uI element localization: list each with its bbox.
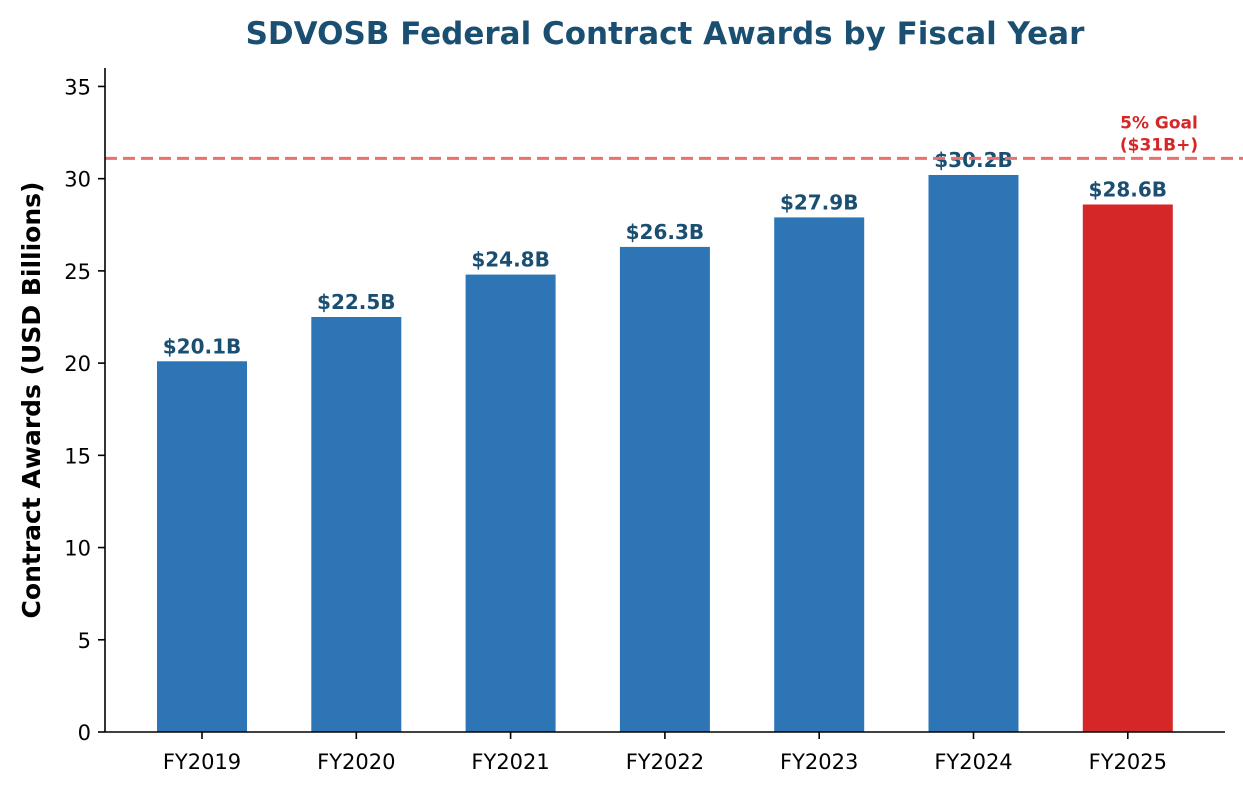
bar-fy2020 [311,317,402,732]
goal-label-line2: ($31B+) [1120,135,1198,155]
y-tick-label: 20 [64,352,91,376]
bar-value-label: $26.3B [626,220,705,244]
y-tick-label: 15 [64,444,91,468]
y-tick-label: 0 [78,721,91,745]
y-tick-label: 10 [64,537,91,561]
x-axis-ticks: FY2019 FY2020 FY2021 FY2022 FY2023 FY2024 FY20… [163,732,1167,774]
bar-fy2024 [928,174,1019,732]
bar-fy2025 [1082,204,1173,732]
bar-value-label: $24.8B [471,248,550,272]
bar-value-label: $30.2B [934,148,1013,172]
y-tick-label: 35 [64,75,91,99]
x-tick-label: FY2022 [626,750,704,774]
chart-title: SDVOSB Federal Contract Awards by Fiscal… [246,16,1085,52]
y-tick-label: 5 [78,629,91,653]
x-tick-label: FY2020 [317,750,395,774]
y-tick-label: 25 [64,260,91,284]
bars-group: $20.1B $22.5B $24.8B $26.3B $27.9B $30.2B $28.… [157,148,1173,732]
goal-label-line1: 5% Goal [1120,113,1198,133]
x-tick-label: FY2025 [1089,750,1167,774]
y-tick-label: 30 [64,168,91,192]
x-tick-label: FY2019 [163,750,241,774]
bar-value-label: $20.1B [163,334,242,358]
bar-value-label: $22.5B [317,290,396,314]
x-tick-label: FY2023 [780,750,858,774]
y-axis-ticks: 0 5 10 15 20 25 30 35 [64,75,105,745]
x-tick-label: FY2021 [471,750,549,774]
bar-fy2021 [465,274,556,732]
bar-fy2022 [619,246,710,732]
bar-fy2019 [157,361,247,732]
bar-fy2023 [774,217,865,732]
bar-value-label: $28.6B [1089,177,1168,201]
x-tick-label: FY2024 [934,750,1012,774]
y-axis-label: Contract Awards (USD Billions) [17,182,46,619]
goal-reference: 5% Goal($31B+) [105,113,1243,160]
bar-value-label: $27.9B [780,190,859,214]
